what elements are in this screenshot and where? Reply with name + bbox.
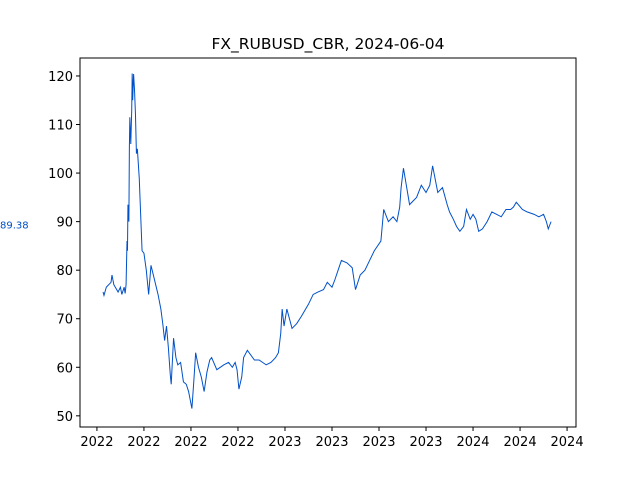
x-tick-label: 2024 bbox=[551, 435, 584, 450]
y-tick-label: 70 bbox=[56, 313, 73, 328]
x-tick-label: 2024 bbox=[456, 435, 489, 450]
plot-frame bbox=[79, 57, 577, 428]
x-tick-label: 2023 bbox=[268, 435, 301, 450]
y-tick-label: 80 bbox=[56, 264, 73, 279]
y-tick-label: 60 bbox=[56, 361, 73, 376]
y-tick-label: 120 bbox=[48, 70, 73, 85]
data-line bbox=[102, 73, 552, 409]
x-tick-label: 2022 bbox=[127, 435, 160, 450]
x-tick-label: 2022 bbox=[80, 435, 113, 450]
y-tick-label: 110 bbox=[48, 119, 73, 134]
y-tick-label: 90 bbox=[56, 216, 73, 231]
x-tick-label: 2022 bbox=[221, 435, 254, 450]
x-tick-label: 2022 bbox=[174, 435, 207, 450]
x-tick-label: 2024 bbox=[504, 435, 537, 450]
last-value-label: 89.38 bbox=[0, 221, 29, 232]
x-tick-label: 2023 bbox=[315, 435, 348, 450]
chart-title: FX_RUBUSD_CBR, 2024-06-04 bbox=[211, 35, 444, 54]
y-tick-label: 50 bbox=[56, 410, 73, 425]
x-tick-label: 2023 bbox=[409, 435, 442, 450]
y-tick-label: 100 bbox=[48, 167, 73, 182]
x-tick-label: 2023 bbox=[362, 435, 395, 450]
